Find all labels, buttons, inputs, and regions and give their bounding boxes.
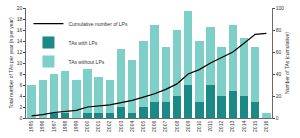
svg-text:Cumulative number of LPs: Cumulative number of LPs <box>68 21 127 27</box>
svg-text:100: 100 <box>276 5 285 11</box>
svg-text:12: 12 <box>17 49 23 55</box>
svg-text:2003: 2003 <box>118 121 124 132</box>
svg-text:6: 6 <box>19 82 22 88</box>
svg-text:2010: 2010 <box>196 121 202 132</box>
svg-text:2011: 2011 <box>207 121 213 132</box>
svg-text:0: 0 <box>276 115 279 121</box>
svg-text:1998: 1998 <box>62 121 68 132</box>
svg-text:20: 20 <box>17 5 23 11</box>
svg-text:18: 18 <box>17 16 23 22</box>
svg-text:0: 0 <box>19 115 22 121</box>
svg-text:2: 2 <box>19 104 22 110</box>
svg-text:Total number of TAs per year (: Total number of TAs per year (n per year… <box>8 17 14 109</box>
svg-text:1996: 1996 <box>39 121 45 132</box>
svg-text:2000: 2000 <box>84 121 90 132</box>
svg-text:2014: 2014 <box>241 121 247 132</box>
svg-text:40: 40 <box>276 71 282 77</box>
svg-text:2009: 2009 <box>185 121 191 132</box>
svg-text:TAs with LPs: TAs with LPs <box>68 40 97 46</box>
svg-text:1995: 1995 <box>28 121 34 132</box>
svg-text:TAs without LPs: TAs without LPs <box>68 59 104 65</box>
svg-text:1997: 1997 <box>51 121 57 132</box>
svg-text:1999: 1999 <box>73 121 79 132</box>
svg-text:2007: 2007 <box>162 121 168 132</box>
svg-text:80: 80 <box>276 27 282 33</box>
svg-text:2013: 2013 <box>229 121 235 132</box>
svg-text:2012: 2012 <box>218 121 224 132</box>
svg-text:20: 20 <box>276 93 282 99</box>
svg-text:2002: 2002 <box>106 121 112 132</box>
svg-text:10: 10 <box>17 60 23 66</box>
svg-text:Number of TAs (cumulative): Number of TAs (cumulative) <box>284 32 290 94</box>
svg-text:2015: 2015 <box>252 121 258 132</box>
svg-text:14: 14 <box>17 38 23 44</box>
svg-text:8: 8 <box>19 71 22 77</box>
svg-text:2004: 2004 <box>129 121 135 132</box>
svg-text:2016: 2016 <box>263 121 269 132</box>
svg-text:2006: 2006 <box>151 121 157 132</box>
svg-text:4: 4 <box>19 93 22 99</box>
svg-text:16: 16 <box>17 27 23 33</box>
svg-text:2001: 2001 <box>95 121 101 132</box>
svg-text:2008: 2008 <box>174 121 180 132</box>
svg-text:2005: 2005 <box>140 121 146 132</box>
svg-text:60: 60 <box>276 49 282 55</box>
